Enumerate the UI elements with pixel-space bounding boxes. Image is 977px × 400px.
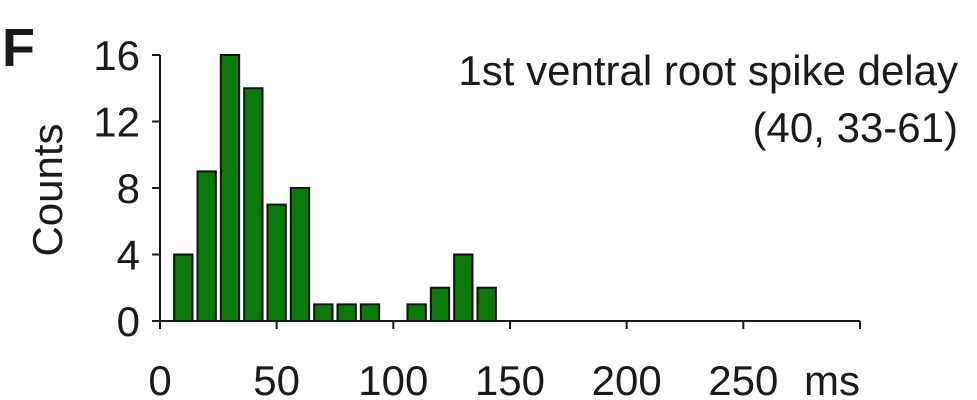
bar-20 [196,170,217,322]
panel-label: F [2,18,35,78]
bar-60 [289,187,311,322]
bar-90 [359,303,381,322]
y-tick-label-12: 12 [93,99,140,146]
x-tick-label-200: 200 [592,357,662,400]
bar-110 [406,303,427,322]
bar-70 [313,303,334,322]
bar-10 [173,253,194,322]
bar-80 [336,303,357,322]
bar-130 [453,253,474,322]
bars-group [173,54,497,322]
x-tick-label-0: 0 [148,357,171,400]
bar-40 [243,87,264,322]
x-ticks-group: 0 50 100 150 200 250 [148,321,861,400]
y-tick-label-4: 4 [117,232,140,279]
chart-subtitle: (40, 33-61) [753,104,958,151]
chart-title: 1st ventral root spike delay [458,47,958,94]
y-ticks-group: 0 4 8 12 16 [93,32,160,345]
x-tick-label-250: 250 [708,357,778,400]
bar-30 [219,54,241,322]
y-tick-label-0: 0 [117,298,140,345]
x-tick-label-100: 100 [358,357,428,400]
x-axis-label: ms [804,357,860,400]
x-tick-label-50: 50 [253,357,300,400]
bar-120 [429,286,451,322]
x-tick-label-150: 150 [475,357,545,400]
y-axis-label: Counts [24,123,71,256]
bar-50 [266,203,287,322]
axes-group [159,55,860,322]
y-tick-label-8: 8 [117,165,140,212]
bar-140 [476,286,497,322]
y-tick-label-16: 16 [93,32,140,79]
